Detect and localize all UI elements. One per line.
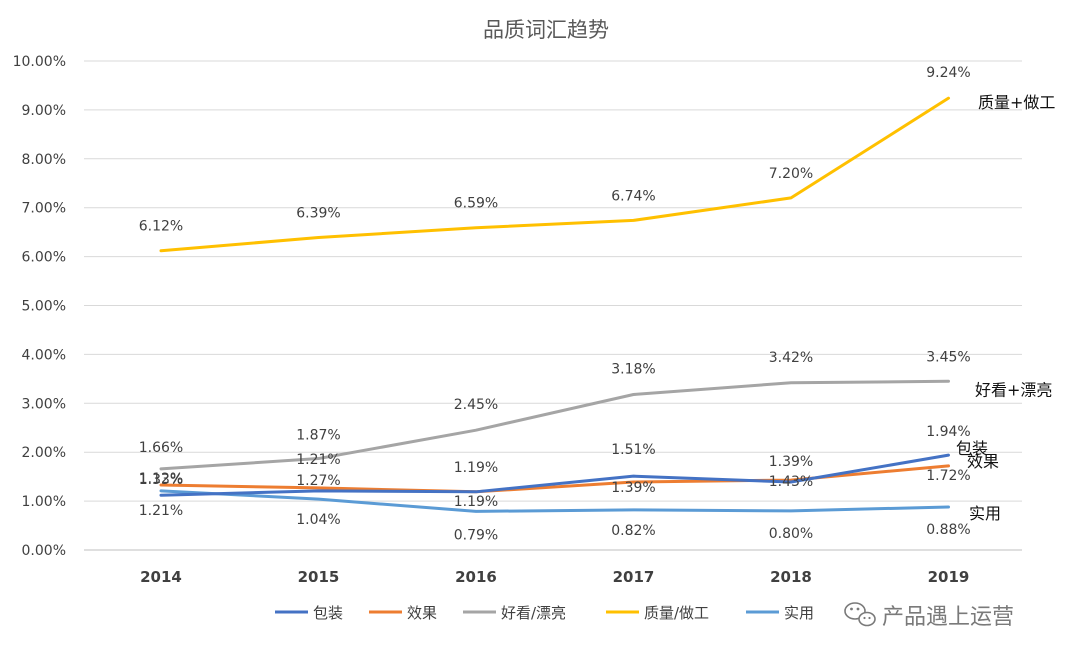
data-label: 3.42%	[769, 350, 813, 366]
data-label: 1.39%	[611, 480, 655, 496]
data-label: 0.82%	[611, 523, 655, 539]
gridlines	[84, 60, 1022, 551]
series-line	[159, 453, 950, 497]
data-labels: 1.12% 1.21% 1.19% 1.51% 1.39% 1.94% 1.33% 1.27%…	[139, 65, 971, 543]
legend-item: 好看/漂亮	[463, 604, 566, 622]
y-tick-label: 5.00%	[22, 299, 66, 315]
watermark-text: 产品遇上运营	[882, 605, 1014, 630]
y-tick-label: 10.00%	[13, 54, 66, 70]
y-tick-label: 3.00%	[22, 396, 66, 412]
series-end-label: 包装	[956, 439, 988, 458]
data-label: 0.88%	[926, 522, 970, 538]
data-label: 1.66%	[139, 440, 183, 456]
data-label: 3.18%	[611, 361, 655, 377]
legend-item: 实用	[746, 604, 814, 622]
legend-item: 包装	[275, 604, 343, 622]
x-tick-label: 2014	[140, 568, 182, 586]
series-lines	[159, 96, 950, 513]
y-axis: 0.00% 1.00% 2.00% 3.00% 4.00% 5.00% 6.00% 7.00%…	[13, 54, 66, 559]
x-tick-label: 2017	[613, 568, 655, 586]
data-label: 6.12%	[139, 219, 183, 235]
x-axis: 2014 2015 2016 2017 2018 2019	[140, 568, 969, 586]
data-label: 1.33%	[139, 472, 183, 488]
series-line	[159, 464, 950, 494]
data-label: 1.51%	[611, 442, 655, 458]
x-tick-label: 2019	[928, 568, 970, 586]
data-label: 1.19%	[454, 460, 498, 476]
series-line	[159, 96, 950, 253]
y-tick-label: 7.00%	[22, 201, 66, 217]
y-tick-label: 6.00%	[22, 250, 66, 266]
data-label: 1.04%	[296, 512, 340, 528]
data-label: 1.39%	[769, 454, 813, 470]
y-tick-label: 0.00%	[22, 543, 66, 559]
y-tick-label: 2.00%	[22, 445, 66, 461]
series-end-label: 质量+做工	[978, 93, 1055, 112]
legend-label: 效果	[407, 604, 437, 622]
data-label: 6.59%	[454, 196, 498, 212]
series-line	[159, 489, 950, 513]
data-label: 0.79%	[454, 527, 498, 543]
data-label: 3.45%	[926, 349, 970, 365]
y-tick-label: 4.00%	[22, 347, 66, 363]
data-label: 1.21%	[296, 452, 340, 468]
data-label: 0.80%	[769, 526, 813, 542]
chart-title: 品质词汇趋势	[483, 18, 609, 42]
legend-label: 包装	[313, 604, 343, 622]
y-tick-label: 1.00%	[22, 494, 66, 510]
x-tick-label: 2015	[298, 568, 340, 586]
wechat-icon	[844, 602, 876, 627]
legend-label: 实用	[784, 604, 814, 622]
data-label: 6.74%	[611, 188, 655, 204]
y-tick-label: 8.00%	[22, 152, 66, 168]
watermark: 产品遇上运营	[844, 602, 1014, 630]
data-label: 1.21%	[139, 503, 183, 519]
series-line	[159, 379, 950, 471]
y-tick-label: 9.00%	[22, 103, 66, 119]
data-label: 6.39%	[296, 206, 340, 222]
legend-item: 质量/做工	[606, 604, 709, 622]
series-end-label: 好看+漂亮	[975, 380, 1052, 399]
data-label: 1.72%	[926, 468, 970, 484]
data-label: 1.12%	[139, 471, 183, 487]
data-label: 9.24%	[926, 65, 970, 81]
data-label: 1.87%	[296, 428, 340, 444]
legend-item: 效果	[369, 604, 437, 622]
legend: 包装 效果 好看/漂亮 质量/做工 实用	[275, 604, 814, 622]
x-tick-label: 2016	[455, 568, 497, 586]
data-label: 1.43%	[769, 474, 813, 490]
series-end-label: 实用	[969, 504, 1001, 523]
data-label: 7.20%	[769, 166, 813, 182]
data-label: 1.19%	[454, 494, 498, 510]
data-label: 1.27%	[296, 473, 340, 489]
data-label: 1.94%	[926, 424, 970, 440]
legend-label: 质量/做工	[644, 604, 709, 622]
series-end-label: 效果	[967, 452, 999, 471]
x-tick-label: 2018	[770, 568, 812, 586]
legend-label: 好看/漂亮	[501, 604, 566, 622]
data-label: 2.45%	[454, 397, 498, 413]
